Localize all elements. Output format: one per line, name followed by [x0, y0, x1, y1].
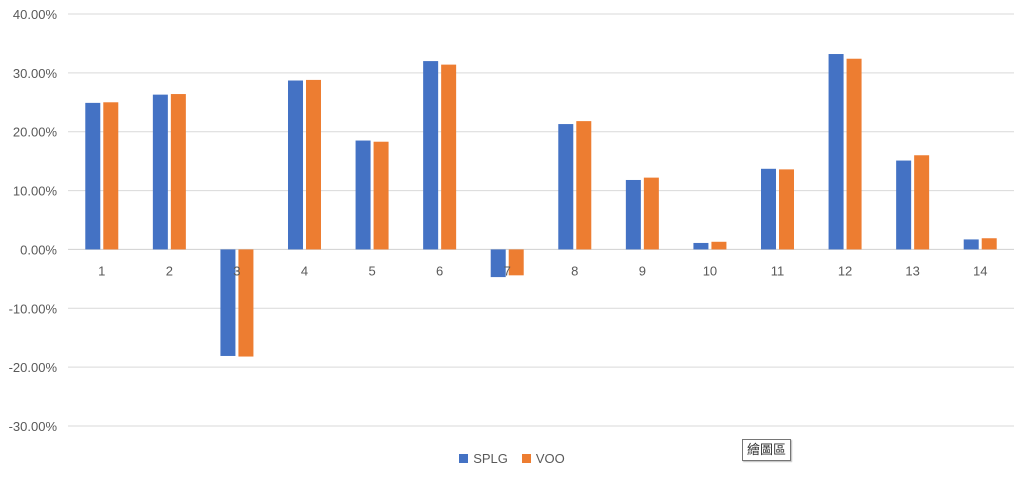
- bar-splg-13: [896, 160, 912, 250]
- x-tick-label: 10: [703, 263, 717, 278]
- x-tick-label: 1: [98, 263, 105, 278]
- legend-label-splg: SPLG: [473, 451, 508, 466]
- bar-splg-11: [761, 168, 776, 250]
- x-tick-label: 13: [905, 263, 919, 278]
- y-tick-label: 20.00%: [13, 125, 58, 140]
- bar-voo-6: [441, 64, 457, 250]
- bar-splg-4: [288, 80, 303, 250]
- bar-voo-5: [373, 141, 389, 250]
- x-tick-label: 12: [838, 263, 852, 278]
- bar-splg-10: [693, 242, 709, 250]
- bar-voo-1: [103, 102, 119, 250]
- bar-splg-3: [220, 249, 236, 356]
- y-tick-label: -30.00%: [9, 419, 58, 434]
- bar-voo-13: [914, 155, 930, 250]
- x-tick-label: 2: [166, 263, 173, 278]
- legend-swatch-voo: [521, 454, 531, 463]
- bar-splg-12: [828, 54, 844, 250]
- y-tick-label: 0.00%: [20, 242, 57, 257]
- plot-area-tooltip: 繪圖區: [742, 439, 792, 461]
- bar-voo-9: [643, 177, 659, 250]
- bar-splg-2: [152, 94, 168, 250]
- bar-voo-11: [779, 169, 794, 250]
- x-tick-label: 14: [973, 263, 987, 278]
- x-tick-label: 3: [233, 263, 240, 278]
- bar-voo-12: [846, 58, 862, 250]
- bar-voo-7: [508, 249, 524, 276]
- bar-voo-8: [576, 121, 592, 250]
- y-tick-label: -20.00%: [9, 360, 58, 375]
- legend-item-splg: SPLG: [459, 451, 508, 466]
- legend-swatch-splg: [459, 454, 469, 463]
- bar-voo-3: [238, 249, 254, 357]
- bar-splg-5: [355, 140, 371, 250]
- x-tick-label: 6: [436, 263, 443, 278]
- x-tick-label: 4: [301, 263, 308, 278]
- bar-voo-10: [711, 241, 727, 250]
- bar-splg-8: [558, 124, 574, 250]
- bar-voo-4: [306, 79, 321, 250]
- legend-label-voo: VOO: [535, 451, 565, 466]
- x-tick-label: 11: [771, 263, 785, 278]
- y-tick-label: 10.00%: [13, 184, 58, 199]
- bar-splg-7: [490, 249, 506, 278]
- y-tick-label: 40.00%: [13, 7, 58, 22]
- x-tick-label: 9: [639, 263, 646, 278]
- bar-voo-14: [981, 238, 997, 250]
- bar-splg-1: [85, 102, 101, 250]
- y-tick-label: 30.00%: [13, 66, 58, 81]
- legend: SPLG VOO: [0, 451, 1024, 466]
- bar-splg-6: [423, 61, 439, 250]
- x-tick-label: 5: [368, 263, 375, 278]
- x-tick-label: 8: [571, 263, 578, 278]
- bar-splg-9: [625, 179, 641, 250]
- bar-voo-2: [170, 94, 186, 250]
- legend-item-voo: VOO: [521, 451, 565, 466]
- x-tick-label: 7: [504, 263, 511, 278]
- y-tick-label: -10.00%: [9, 301, 58, 316]
- bar-splg-14: [963, 239, 979, 250]
